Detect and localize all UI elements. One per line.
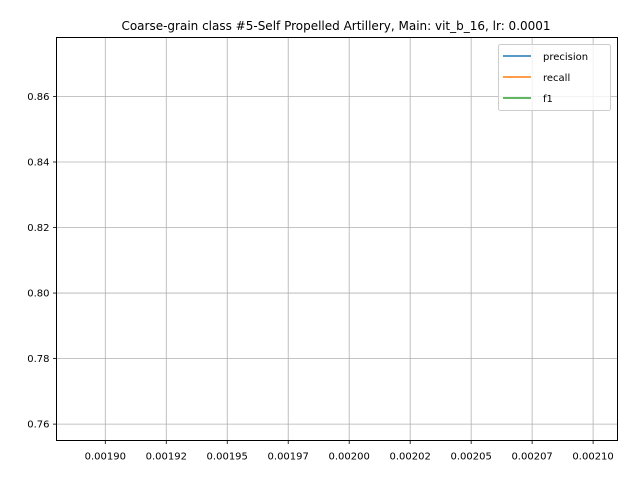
- x-tick-label: 0.00205: [450, 452, 491, 463]
- x-tick-label: 0.00200: [329, 452, 370, 463]
- legend: precision recall f1: [498, 44, 611, 111]
- x-tick-label: 0.00192: [146, 452, 187, 463]
- x-tick-label: 0.00195: [207, 452, 248, 463]
- legend-label-precision: precision: [543, 52, 588, 63]
- legend-label-f1: f1: [543, 94, 553, 105]
- y-tick-label: 0.76: [27, 420, 49, 431]
- x-tick-label: 0.00190: [85, 452, 126, 463]
- x-tick-label: 0.00207: [511, 452, 552, 463]
- y-tick-label: 0.84: [27, 158, 49, 169]
- y-axis: 0.76 0.78 0.80 0.82 0.84 0.86: [27, 92, 57, 431]
- legend-label-recall: recall: [543, 73, 570, 84]
- x-tick-label: 0.00202: [389, 452, 430, 463]
- x-axis: 0.00190 0.00192 0.00195 0.00197 0.00200 0.002…: [85, 440, 614, 463]
- x-tick-label: 0.00210: [572, 452, 613, 463]
- grid: [56, 37, 618, 441]
- plot-frame: [56, 37, 618, 441]
- y-tick-label: 0.86: [27, 92, 49, 103]
- y-tick-label: 0.80: [27, 289, 49, 300]
- y-tick-label: 0.78: [27, 354, 49, 365]
- chart-title: Coarse-grain class #5-Self Propelled Art…: [121, 19, 550, 33]
- y-tick-label: 0.82: [27, 223, 49, 234]
- legend-box: [498, 44, 611, 111]
- x-tick-label: 0.00197: [268, 452, 309, 463]
